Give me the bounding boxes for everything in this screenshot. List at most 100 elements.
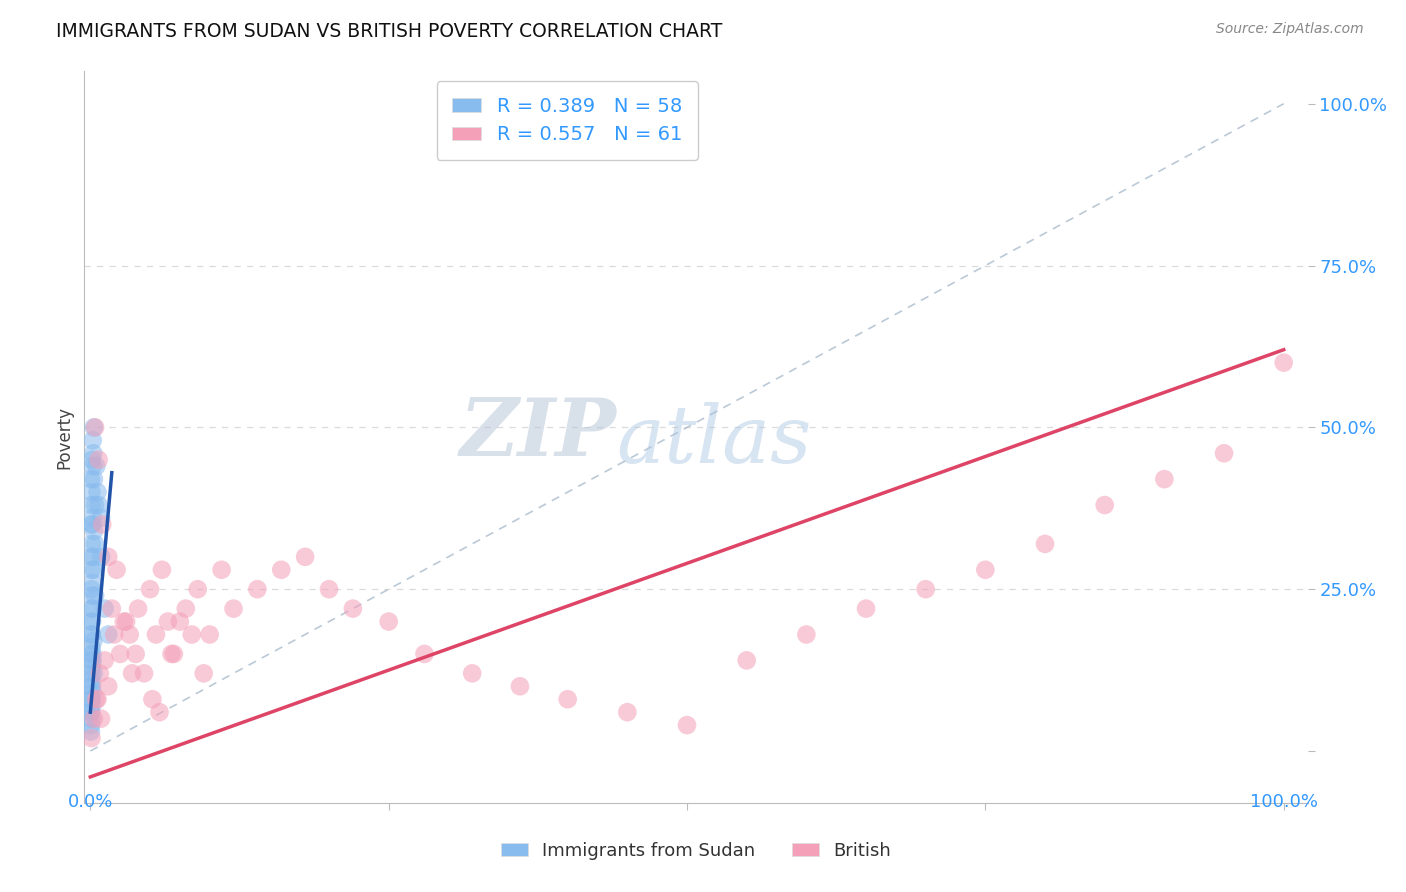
Point bbox=[735, 653, 758, 667]
Point bbox=[82, 679, 104, 693]
Text: Source: ZipAtlas.com: Source: ZipAtlas.com bbox=[1216, 22, 1364, 37]
Point bbox=[80, 549, 103, 564]
Point bbox=[82, 549, 104, 564]
Point bbox=[89, 666, 111, 681]
Legend: Immigrants from Sudan, British: Immigrants from Sudan, British bbox=[494, 835, 898, 867]
Point bbox=[87, 498, 110, 512]
Point bbox=[82, 686, 104, 700]
Point bbox=[80, 582, 103, 597]
Point bbox=[1033, 537, 1056, 551]
Point bbox=[82, 601, 104, 615]
Point bbox=[676, 718, 699, 732]
Point bbox=[616, 705, 638, 719]
Point bbox=[90, 511, 112, 525]
Point bbox=[86, 692, 108, 706]
Point bbox=[80, 679, 103, 693]
Point bbox=[150, 563, 173, 577]
Point bbox=[80, 627, 103, 641]
Point bbox=[180, 627, 202, 641]
Point bbox=[80, 666, 103, 681]
Point bbox=[796, 627, 818, 641]
Point bbox=[84, 459, 107, 474]
Point bbox=[461, 666, 484, 681]
Point bbox=[84, 692, 107, 706]
Point bbox=[84, 589, 107, 603]
Point bbox=[318, 582, 340, 597]
Point bbox=[141, 692, 163, 706]
Point bbox=[80, 647, 103, 661]
Point bbox=[112, 615, 135, 629]
Point bbox=[174, 601, 197, 615]
Point bbox=[80, 472, 103, 486]
Point bbox=[90, 712, 112, 726]
Text: IMMIGRANTS FROM SUDAN VS BRITISH POVERTY CORRELATION CHART: IMMIGRANTS FROM SUDAN VS BRITISH POVERTY… bbox=[56, 22, 723, 41]
Point bbox=[270, 563, 292, 577]
Point bbox=[84, 537, 107, 551]
Point bbox=[1272, 356, 1295, 370]
Point bbox=[83, 420, 105, 434]
Y-axis label: Poverty: Poverty bbox=[55, 406, 73, 468]
Point bbox=[82, 647, 104, 661]
Point bbox=[80, 627, 103, 641]
Point bbox=[222, 601, 245, 615]
Point bbox=[108, 647, 131, 661]
Point bbox=[97, 679, 120, 693]
Point bbox=[80, 718, 103, 732]
Point bbox=[80, 712, 103, 726]
Point bbox=[82, 698, 104, 713]
Point bbox=[97, 627, 120, 641]
Point bbox=[80, 692, 103, 706]
Point bbox=[1153, 472, 1175, 486]
Point bbox=[294, 549, 316, 564]
Point bbox=[246, 582, 269, 597]
Point bbox=[156, 615, 179, 629]
Text: ZIP: ZIP bbox=[460, 394, 616, 472]
Point bbox=[80, 498, 103, 512]
Point bbox=[91, 517, 114, 532]
Point bbox=[82, 575, 104, 590]
Point bbox=[83, 712, 105, 726]
Point bbox=[115, 615, 138, 629]
Point bbox=[80, 724, 103, 739]
Point bbox=[169, 615, 191, 629]
Point bbox=[83, 472, 105, 486]
Point bbox=[80, 705, 103, 719]
Point bbox=[127, 601, 149, 615]
Point bbox=[86, 485, 108, 500]
Point bbox=[80, 731, 103, 745]
Point bbox=[83, 666, 105, 681]
Point bbox=[82, 653, 104, 667]
Point bbox=[211, 563, 233, 577]
Point bbox=[103, 627, 125, 641]
Point bbox=[82, 615, 104, 629]
Point bbox=[914, 582, 936, 597]
Point bbox=[80, 673, 103, 687]
Point bbox=[193, 666, 215, 681]
Point bbox=[139, 582, 162, 597]
Point bbox=[1213, 446, 1236, 460]
Point bbox=[80, 653, 103, 667]
Point bbox=[105, 563, 128, 577]
Point bbox=[93, 601, 115, 615]
Point bbox=[557, 692, 579, 706]
Point bbox=[80, 517, 103, 532]
Point bbox=[974, 563, 997, 577]
Point bbox=[124, 647, 146, 661]
Point bbox=[377, 615, 399, 629]
Point bbox=[855, 601, 877, 615]
Point bbox=[82, 660, 104, 674]
Point bbox=[84, 498, 107, 512]
Point bbox=[82, 446, 104, 460]
Text: atlas: atlas bbox=[616, 402, 811, 480]
Point bbox=[90, 549, 112, 564]
Point bbox=[83, 563, 105, 577]
Point bbox=[80, 640, 103, 655]
Point bbox=[97, 549, 120, 564]
Point bbox=[118, 627, 141, 641]
Point bbox=[187, 582, 209, 597]
Point bbox=[80, 705, 103, 719]
Point bbox=[93, 653, 115, 667]
Point bbox=[80, 537, 103, 551]
Point bbox=[82, 634, 104, 648]
Point bbox=[198, 627, 221, 641]
